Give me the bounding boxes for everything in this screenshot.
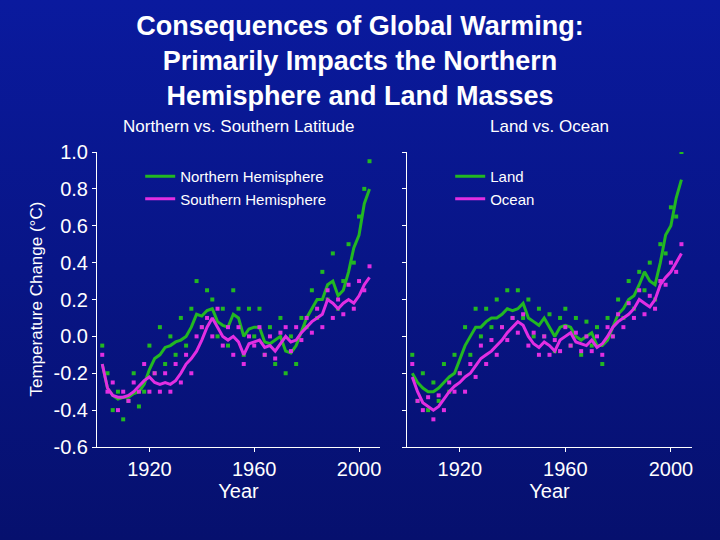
svg-text:Land: Land xyxy=(490,168,523,185)
svg-text:Year: Year xyxy=(529,480,570,502)
svg-text:2000: 2000 xyxy=(649,458,694,480)
svg-text:Northern vs. Southern Latitude: Northern vs. Southern Latitude xyxy=(123,117,355,136)
svg-text:0.8: 0.8 xyxy=(60,178,88,200)
svg-text:1920: 1920 xyxy=(127,458,172,480)
svg-text:0.0: 0.0 xyxy=(60,325,88,347)
svg-text:1920: 1920 xyxy=(438,458,483,480)
svg-text:Southern Hemisphere: Southern Hemisphere xyxy=(180,191,326,208)
svg-text:Land vs. Ocean: Land vs. Ocean xyxy=(490,117,609,136)
svg-text:1960: 1960 xyxy=(232,458,277,480)
svg-text:2000: 2000 xyxy=(337,458,382,480)
svg-text:0.4: 0.4 xyxy=(60,252,88,274)
svg-text:-0.4: -0.4 xyxy=(54,399,88,421)
svg-text:Consequences of Global Warming: Consequences of Global Warming:Primarily… xyxy=(136,11,584,111)
svg-text:Temperature Change (°C): Temperature Change (°C) xyxy=(27,202,46,397)
svg-text:Northern Hemisphere: Northern Hemisphere xyxy=(180,168,323,185)
svg-text:-0.2: -0.2 xyxy=(54,362,88,384)
svg-text:1.0: 1.0 xyxy=(60,141,88,163)
svg-text:0.6: 0.6 xyxy=(60,215,88,237)
svg-text:0.2: 0.2 xyxy=(60,289,88,311)
svg-text:Year: Year xyxy=(218,480,259,502)
svg-text:-0.6: -0.6 xyxy=(54,436,88,458)
svg-text:Ocean: Ocean xyxy=(490,191,534,208)
svg-text:1960: 1960 xyxy=(543,458,588,480)
